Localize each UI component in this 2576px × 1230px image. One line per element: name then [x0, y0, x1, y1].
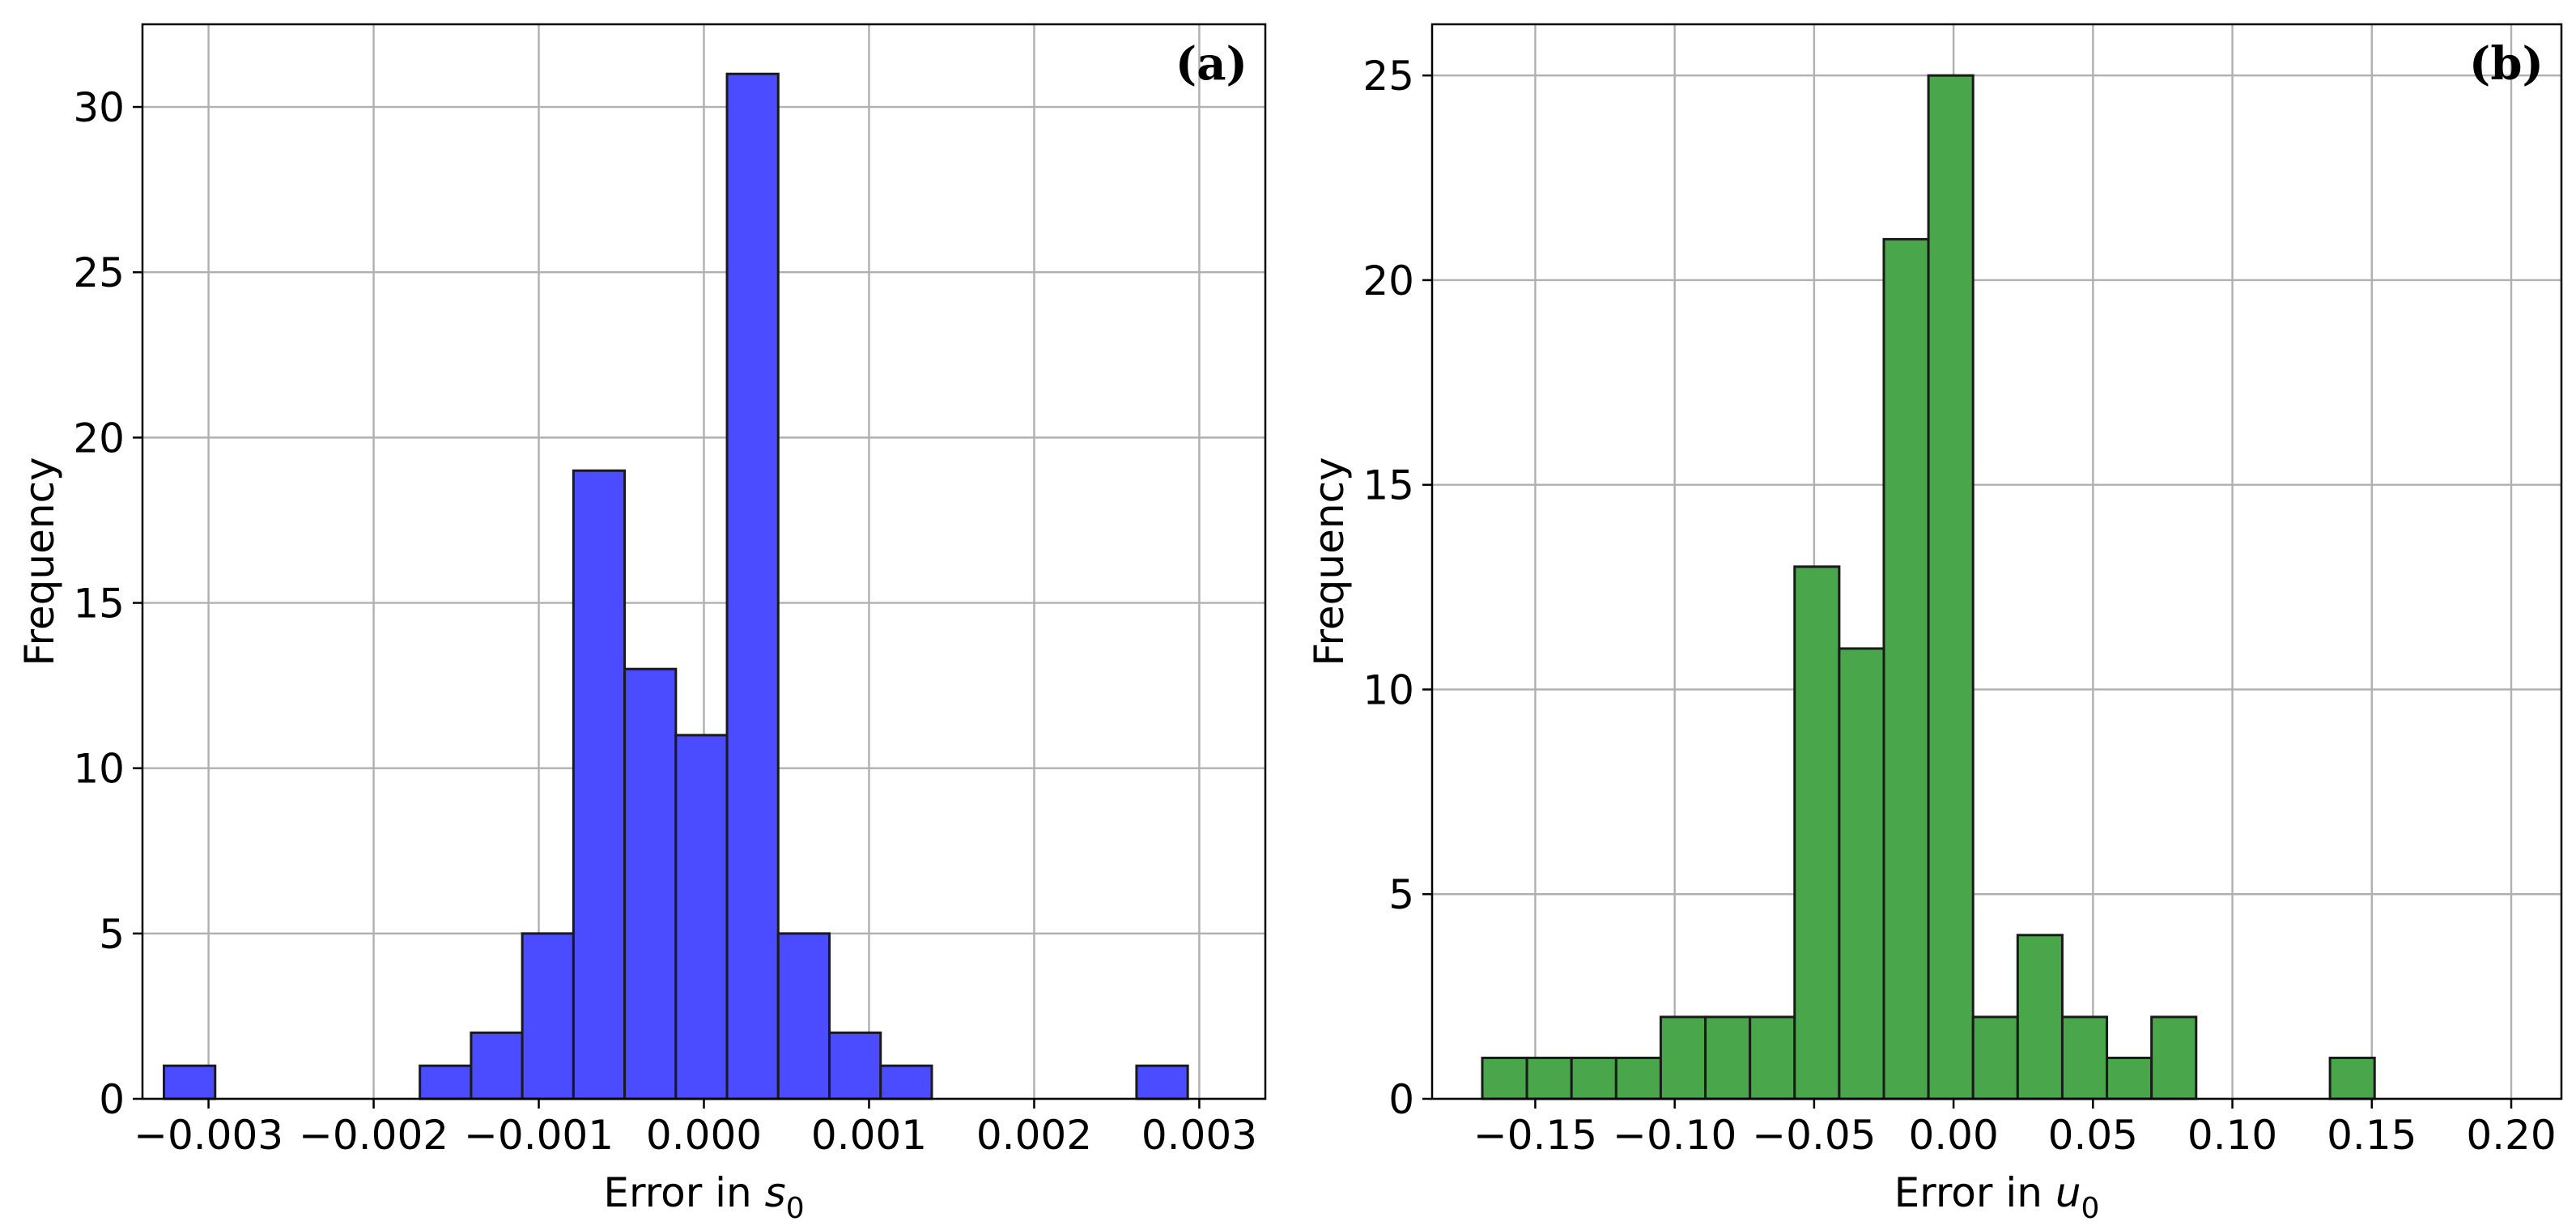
- y-tick-label: 25: [73, 249, 125, 296]
- histogram-bar: [725, 72, 780, 1100]
- histogram-bar: [419, 1064, 473, 1100]
- histogram-bar: [572, 469, 627, 1100]
- histogram-bar: [1793, 565, 1841, 1100]
- histogram-bar: [1704, 1015, 1752, 1100]
- histogram-bar: [1927, 74, 1975, 1100]
- grid: [1432, 24, 2561, 1100]
- histogram-bar: [1882, 237, 1930, 1100]
- x-axis-label: Error in s0: [603, 1169, 804, 1225]
- y-tick-label: 15: [73, 581, 125, 628]
- y-tick-label: 15: [1362, 462, 1414, 509]
- grid: [142, 24, 1265, 1100]
- x-tick-label: 0.20: [2466, 1112, 2556, 1159]
- histogram-bar: [2150, 1015, 2198, 1100]
- plot-frame: [1430, 23, 2563, 1100]
- histogram-bar: [1838, 647, 1885, 1100]
- y-tick-label: 30: [73, 84, 125, 131]
- y-tick-label: 10: [73, 746, 125, 793]
- histogram-bar: [623, 667, 678, 1100]
- y-tick-label: 0: [99, 1076, 125, 1123]
- y-tick-label: 5: [99, 911, 125, 958]
- histogram-bar: [879, 1064, 933, 1100]
- histogram-bar: [1525, 1056, 1573, 1100]
- y-tick-label: 20: [73, 415, 125, 462]
- x-tick-label: 0.10: [2187, 1112, 2277, 1159]
- histogram-bar: [2328, 1056, 2376, 1100]
- histogram-bar: [1481, 1056, 1528, 1100]
- x-tick-label: −0.10: [1613, 1112, 1736, 1159]
- histogram-bar: [776, 932, 831, 1100]
- histogram-bar: [2106, 1056, 2153, 1100]
- histogram-bar: [1971, 1015, 2019, 1100]
- y-tick-label: 10: [1362, 666, 1414, 713]
- histogram-bar: [674, 734, 729, 1100]
- y-axis-label: Frequency: [1306, 457, 1353, 666]
- y-tick-label: 5: [1388, 871, 1414, 918]
- x-tick-label: −0.003: [134, 1112, 283, 1159]
- x-tick-label: −0.002: [299, 1112, 448, 1159]
- x-tick-label: 0.00: [1908, 1112, 1998, 1159]
- histogram-bar: [163, 1064, 217, 1100]
- histogram-bar: [1614, 1056, 1662, 1100]
- histogram-bar: [521, 932, 575, 1100]
- panel-b: −0.15 −0.10 −0.05 0.00 0.05 0.10 0.15 0.20 0 5 10 1…: [1306, 23, 2563, 1225]
- histogram-bar: [2060, 1015, 2109, 1100]
- x-tick-label: −0.001: [464, 1112, 614, 1159]
- panel-label: (b): [2469, 37, 2544, 91]
- y-tick-label: 0: [1388, 1076, 1414, 1123]
- histogram-bar: [828, 1031, 882, 1100]
- x-tick-label: 0.000: [646, 1112, 762, 1159]
- x-tick-label: 0.001: [811, 1112, 927, 1159]
- histogram-bar: [2016, 934, 2064, 1100]
- panel-label: (a): [1175, 37, 1248, 91]
- y-tick-label: 25: [1362, 53, 1414, 100]
- x-tick-label: 0.003: [1141, 1112, 1257, 1159]
- x-tick-label: −0.15: [1473, 1112, 1597, 1159]
- y-tick-label: 20: [1362, 257, 1414, 304]
- histogram-bar: [1570, 1056, 1617, 1100]
- panel-a: −0.003 −0.002 −0.001 0.000 0.001 0.002 0.003 0 5…: [16, 23, 1267, 1225]
- histogram-bar: [1135, 1064, 1189, 1100]
- histogram-bar: [1659, 1015, 1707, 1100]
- bars: [1481, 74, 2376, 1100]
- x-tick-label: 0.15: [2327, 1112, 2417, 1159]
- x-tick-label: −0.05: [1752, 1112, 1876, 1159]
- histogram-bar: [470, 1031, 524, 1100]
- x-tick-label: 0.05: [2048, 1112, 2138, 1159]
- x-tick-label: 0.002: [976, 1112, 1092, 1159]
- y-axis-label: Frequency: [16, 457, 63, 666]
- histogram-bar: [1749, 1015, 1796, 1100]
- x-axis-label: Error in u0: [1894, 1169, 2100, 1225]
- bars: [163, 72, 1189, 1100]
